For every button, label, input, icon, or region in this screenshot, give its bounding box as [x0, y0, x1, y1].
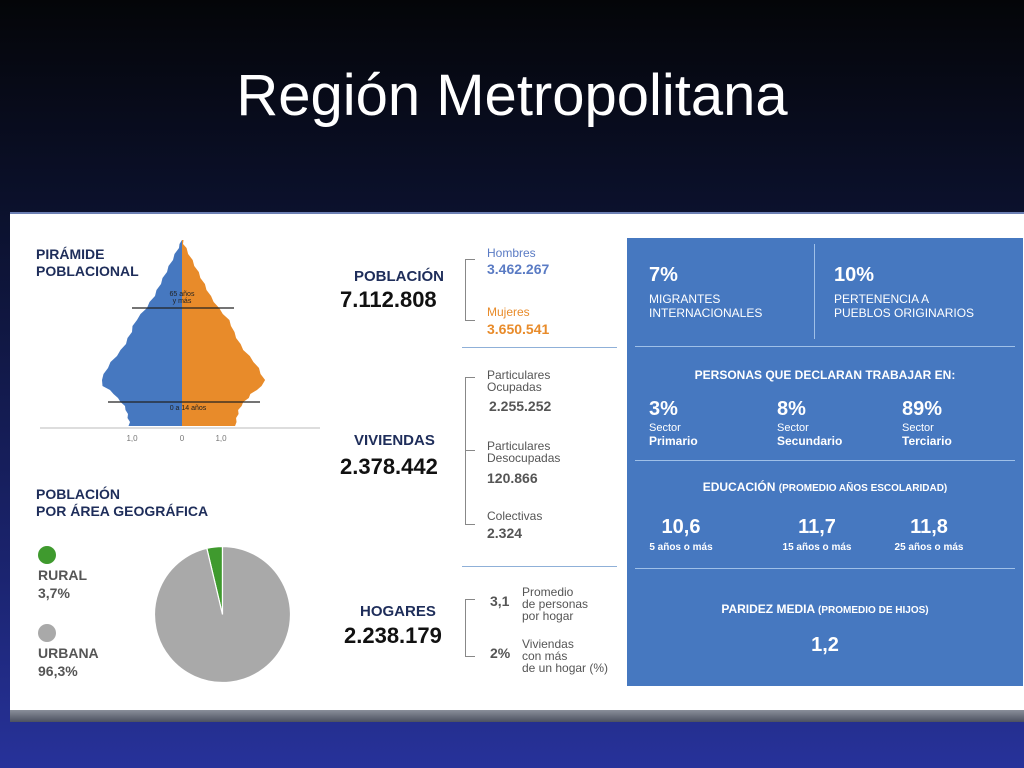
pyramid-label-65b: y más — [173, 298, 192, 305]
ocupadas-label-line2: Ocupadas — [487, 380, 542, 394]
pueblos-pct: 10% — [834, 264, 875, 286]
viviendas-hogar-value: 2% — [490, 645, 511, 661]
migrantes-caption-line1: MIGRANTES — [649, 292, 721, 306]
paridez-value: 1,2 — [811, 634, 839, 656]
panel-sep-2 — [635, 460, 1015, 461]
mujeres-value: 3.650.541 — [487, 321, 550, 337]
mujeres-label: Mujeres — [487, 305, 530, 319]
paridez-heading-main: PARIDEZ MEDIA — [721, 602, 815, 616]
panel-vertical-divider — [814, 244, 815, 339]
piramide-title: PIRÁMIDE POBLACIONAL — [36, 246, 139, 280]
pyramid-label-65a: 65 años — [170, 291, 195, 298]
sector-1-name: Primario — [649, 434, 698, 448]
sector-1-pct: 3% — [649, 398, 678, 420]
promedio-label-line2: de personas — [522, 597, 589, 611]
educacion-heading: EDUCACIÓN (PROMEDIO AÑOS ESCOLARIDAD) — [627, 480, 1023, 494]
area-pie-chart — [153, 545, 292, 684]
infographic-card: PIRÁMIDE POBLACIONAL 65 años y más 0 a 1… — [10, 212, 1024, 722]
sector-2-word: Sector — [777, 422, 809, 434]
poblacion-label: POBLACIÓN — [354, 268, 444, 285]
pyramid-mujeres-series — [182, 240, 266, 426]
hogares-label: HOGARES — [360, 603, 436, 620]
educacion-2-caption: 15 años o más — [782, 542, 852, 553]
hombres-value: 3.462.267 — [487, 261, 550, 277]
migrantes-caption-line2: INTERNACIONALES — [649, 306, 763, 320]
sector-3-word: Sector — [902, 422, 934, 434]
pueblos-caption-line2: PUEBLOS ORIGINARIOS — [834, 306, 975, 320]
trabajo-heading: PERSONAS QUE DECLARAN TRABAJAR EN: — [694, 368, 956, 382]
area-title-line1: POBLACIÓN — [36, 486, 120, 502]
promedio-value: 3,1 — [490, 593, 510, 609]
paridez-heading: PARIDEZ MEDIA (PROMEDIO DE HIJOS) — [627, 602, 1023, 616]
educacion-heading-sub: (PROMEDIO AÑOS ESCOLARIDAD) — [778, 483, 948, 494]
educacion-1-caption: 5 años o más — [649, 542, 713, 553]
viviendas-label: VIVIENDAS — [354, 432, 435, 449]
card-footer-bar — [10, 710, 1024, 722]
pyramid-tick-center: 0 — [180, 434, 185, 443]
educacion-3-value: 11,8 — [910, 516, 948, 538]
desocupadas-label-line1: Particulares — [487, 439, 551, 453]
rural-label: RURAL — [38, 567, 87, 583]
sector-2-pct: 8% — [777, 398, 806, 420]
sector-3-pct: 89% — [902, 398, 943, 420]
educacion-1-value: 10,6 — [661, 516, 701, 538]
pyramid-tick-left: 1,0 — [126, 434, 138, 443]
migrantes-pct: 7% — [649, 264, 678, 286]
desocupadas-label-line2: Desocupadas — [487, 451, 561, 465]
promedio-label-line3: por hogar — [522, 609, 574, 623]
viviendas-hogar-label: Viviendas con más de un hogar (%) — [522, 638, 608, 674]
pyramid-label-014: 0 a 14 años — [170, 405, 207, 412]
pie-slice-urbana — [153, 545, 292, 684]
pyramid-tick-right: 1,0 — [215, 434, 227, 443]
pueblos-caption: PERTENENCIA A PUEBLOS ORIGINARIOS — [834, 292, 974, 320]
promedio-label: Promedio de personas por hogar — [522, 586, 588, 622]
educacion-2-value: 11,7 — [798, 516, 836, 538]
ocupadas-label: Particulares Ocupadas — [487, 369, 550, 393]
sector-1-word: Sector — [649, 422, 681, 434]
colectivas-label: Colectivas — [487, 509, 543, 523]
promedio-label-line1: Promedio — [522, 585, 574, 599]
educacion-3-caption: 25 años o más — [894, 542, 964, 553]
desocupadas-label: Particulares Desocupadas — [487, 440, 560, 464]
piramide-title-line2: POBLACIONAL — [36, 263, 139, 279]
piramide-title-line1: PIRÁMIDE — [36, 246, 105, 262]
hogares-value: 2.238.179 — [344, 623, 442, 648]
paridez-heading-sub: (PROMEDIO DE HIJOS) — [818, 605, 929, 616]
urbana-label: URBANA — [38, 645, 99, 661]
viviendas-hogar-label-line1: Viviendas — [522, 637, 574, 651]
stats-panel: 7% MIGRANTES INTERNACIONALES 10% PERTENE… — [627, 238, 1023, 686]
migrantes-caption: MIGRANTES INTERNACIONALES — [649, 292, 762, 320]
colectivas-value: 2.324 — [487, 525, 523, 541]
viviendas-hogar-label-line3: de un hogar (%) — [522, 661, 609, 675]
panel-sep-1 — [635, 346, 1015, 347]
slide-title: Región Metropolitana — [236, 63, 788, 128]
educacion-heading-main: EDUCACIÓN — [702, 480, 776, 494]
viviendas-value: 2.378.442 — [340, 454, 438, 479]
sector-2-name: Secundario — [777, 434, 843, 448]
hombres-label: Hombres — [487, 246, 536, 260]
urbana-legend-dot — [38, 624, 56, 642]
pueblos-caption-line1: PERTENENCIA A — [834, 292, 930, 306]
rural-value: 3,7% — [38, 585, 70, 601]
urbana-value: 96,3% — [38, 663, 78, 679]
ocupadas-label-line1: Particulares — [487, 368, 551, 382]
panel-sep-3 — [635, 568, 1015, 569]
rural-legend-dot — [38, 546, 56, 564]
ocupadas-value: 2.255.252 — [489, 398, 552, 414]
sector-3-name: Terciario — [902, 434, 952, 448]
area-title-line2: POR ÁREA GEOGRÁFICA — [36, 503, 209, 519]
pyramid-hombres-series — [102, 240, 182, 426]
population-pyramid-chart: 65 años y más 0 a 14 años 1,0 0 1,0 — [40, 240, 320, 443]
poblacion-value: 7.112.808 — [340, 287, 437, 312]
area-title: POBLACIÓN POR ÁREA GEOGRÁFICA — [36, 486, 208, 520]
desocupadas-value: 120.866 — [487, 470, 538, 486]
viviendas-hogar-label-line2: con más — [522, 649, 568, 663]
